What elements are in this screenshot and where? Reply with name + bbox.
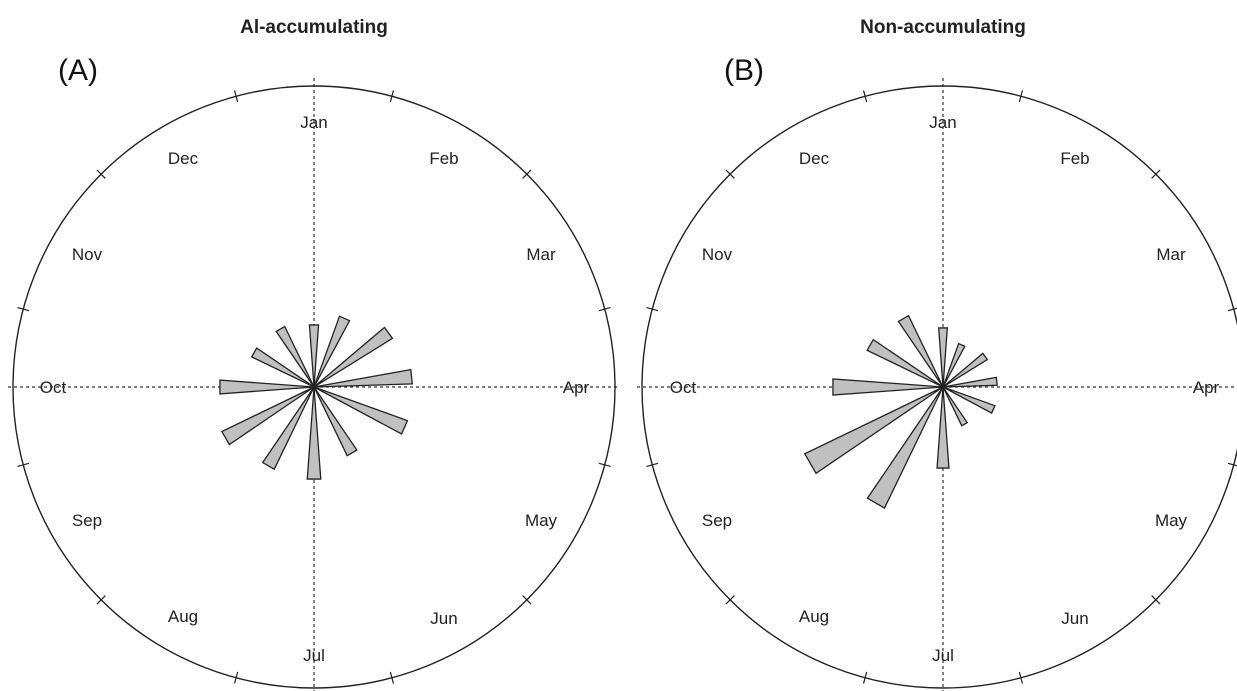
panel-b-petal <box>897 314 944 388</box>
panel-b-petal <box>803 386 944 475</box>
panel-a-petal <box>220 386 315 446</box>
panel-b-ring-tick <box>1227 307 1237 312</box>
panel-b-ring-tick <box>725 595 735 605</box>
panel-a-month-aug: Aug <box>168 607 198 626</box>
panel-b-petal <box>942 386 969 427</box>
panel-a-label: (A) <box>58 54 98 87</box>
panel-b-outer-ring <box>641 85 1237 689</box>
panel-b-month-jul: Jul <box>932 646 954 665</box>
panel-b-petal <box>942 386 996 414</box>
panel-a-month-jul: Jul <box>303 646 325 665</box>
panel-b-month-feb: Feb <box>1060 149 1089 168</box>
panel-a-ring-tick <box>233 671 239 684</box>
panel-b-ring-tick <box>862 90 868 103</box>
panel-b-month-oct: Oct <box>670 378 697 397</box>
panel-b-ticks <box>646 90 1237 684</box>
panel-a-ring-tick <box>522 169 532 179</box>
panel-b-petal <box>866 338 944 388</box>
panel-b-petal <box>936 386 950 469</box>
panel-a-month-nov: Nov <box>72 245 103 264</box>
panel-b-month-mar: Mar <box>1156 245 1186 264</box>
panel-b-ring-tick <box>646 306 659 312</box>
panel-b-month-jan: Jan <box>929 113 956 132</box>
panel-a-month-jan: Jan <box>300 113 327 132</box>
panel-a-ring-tick <box>598 306 611 312</box>
panel-a-petal <box>275 325 315 388</box>
panel-a-title: Al-accumulating <box>240 17 388 38</box>
panel-b: Non-accumulating (B) Jan Feb Mar Apr May… <box>637 17 1237 691</box>
panel-a-petal <box>306 386 322 480</box>
panel-b-petal <box>832 378 944 396</box>
panel-a-petal <box>313 315 351 388</box>
panel-b-month-sep: Sep <box>702 511 732 530</box>
panel-b-petal <box>937 327 949 388</box>
panel-a-ring-tick <box>522 595 532 605</box>
panel-a-petal <box>313 326 394 388</box>
panel-a-ring-tick <box>17 306 30 312</box>
panel-a-petal <box>261 386 315 471</box>
panel-b-ring-tick <box>1018 90 1024 103</box>
panel-a-ring-tick <box>96 595 106 605</box>
panel-a-month-oct: Oct <box>40 378 67 397</box>
panel-a-ring-tick <box>389 671 395 684</box>
panel-a-outer-ring <box>12 85 616 689</box>
panel-a-petal <box>313 386 409 435</box>
panel-b-month-may: May <box>1155 511 1188 530</box>
panel-a-month-may: May <box>525 511 558 530</box>
panel-b-petals <box>803 314 998 509</box>
panel-b-ring-tick <box>1018 671 1024 684</box>
panel-a-ring-tick <box>598 462 611 468</box>
panel-a-month-labels: Jan Feb Mar Apr May Jun Jul Aug Sep Oct … <box>40 113 590 665</box>
panel-a-ticks <box>17 90 611 684</box>
panel-b-ring-tick <box>1227 462 1237 467</box>
panel-b-ring-tick <box>1151 595 1161 605</box>
panel-b-petal <box>942 342 966 388</box>
panel-a-petal <box>250 347 315 388</box>
panel-a-petal <box>313 386 358 457</box>
panel-b-ring-tick <box>646 462 659 468</box>
panel-b-month-labels: Jan Feb Mar Apr May Jun Jul Aug Sep Oct … <box>670 113 1220 665</box>
panel-b-petal <box>866 386 944 509</box>
panel-b-ring-tick <box>725 169 735 179</box>
panel-a-month-apr: Apr <box>563 378 590 397</box>
panel-a-month-jun: Jun <box>430 609 457 628</box>
panel-a-month-sep: Sep <box>72 511 102 530</box>
panel-a-month-feb: Feb <box>429 149 458 168</box>
panel-b-month-jun: Jun <box>1061 609 1088 628</box>
panel-b-petal <box>942 376 998 388</box>
panel-b-petal <box>942 352 989 388</box>
panel-a-ring-tick <box>96 169 106 179</box>
panel-a: Al-accumulating (A) Jan Feb Mar Apr May … <box>8 17 620 691</box>
panel-a-ring-tick <box>17 462 30 468</box>
panel-b-ring-tick <box>1151 169 1161 179</box>
panel-b-month-apr: Apr <box>1193 378 1220 397</box>
panel-a-petal <box>308 324 320 388</box>
panel-a-ring-tick <box>233 90 239 103</box>
panel-b-month-aug: Aug <box>799 607 829 626</box>
panel-a-petal <box>219 379 315 395</box>
panel-b-month-nov: Nov <box>702 245 733 264</box>
panel-a-ring-tick <box>389 90 395 103</box>
panel-b-label: (B) <box>724 54 764 87</box>
panel-a-month-mar: Mar <box>526 245 556 264</box>
panel-a-petals <box>219 315 413 480</box>
panel-a-petal <box>313 368 413 388</box>
panel-b-ring-tick <box>862 671 868 684</box>
panel-b-month-dec: Dec <box>799 149 830 168</box>
panel-a-month-dec: Dec <box>168 149 199 168</box>
panel-b-title: Non-accumulating <box>860 17 1026 38</box>
